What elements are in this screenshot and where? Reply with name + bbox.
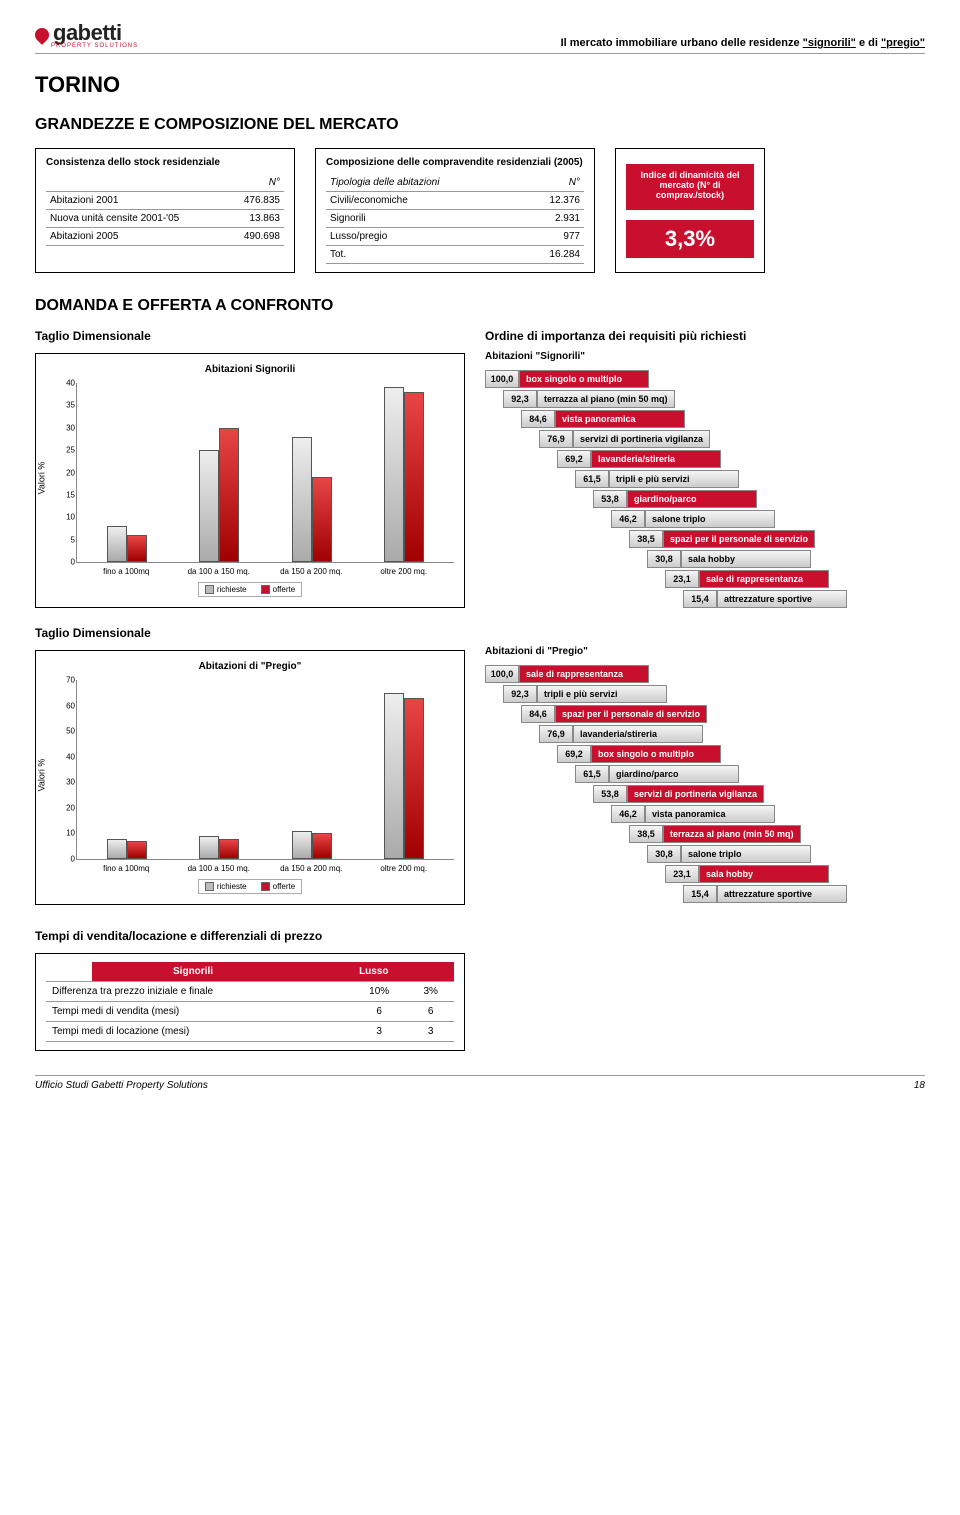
ladder-label: sale di rappresentanza bbox=[519, 665, 649, 683]
ladder-value: 84,6 bbox=[521, 410, 555, 428]
panel-composition: Composizione delle compravendite residen… bbox=[315, 148, 595, 273]
stock-table: N° bbox=[46, 174, 284, 192]
logo: gabetti PROPERTY SOLUTIONS bbox=[35, 20, 138, 49]
ladder-heading: Ordine di importanza dei requisiti più r… bbox=[485, 329, 925, 343]
ladder-value: 23,1 bbox=[665, 865, 699, 883]
ladder-value: 46,2 bbox=[611, 805, 645, 823]
index-value: 3,3% bbox=[665, 226, 715, 251]
panel-tempi: Signorili Lusso Differenza tra prezzo in… bbox=[35, 953, 465, 1051]
panel-composition-title: Composizione delle compravendite residen… bbox=[326, 157, 584, 168]
ladder-label: tripli e più servizi bbox=[537, 685, 667, 703]
page-footer: Ufficio Studi Gabetti Property Solutions… bbox=[35, 1075, 925, 1091]
ladder-value: 53,8 bbox=[593, 490, 627, 508]
ladder-value: 15,4 bbox=[683, 885, 717, 903]
ladder-label: terrazza al piano (min 50 mq) bbox=[537, 390, 675, 408]
ladder2-title: Abitazioni di "Pregio" bbox=[485, 646, 925, 657]
chart-pregio: Abitazioni di "Pregio" Valori % 01020304… bbox=[35, 650, 465, 905]
bar-offerte bbox=[127, 535, 147, 562]
page-header: gabetti PROPERTY SOLUTIONS Il mercato im… bbox=[35, 20, 925, 54]
ladder-label: salone triplo bbox=[645, 510, 775, 528]
ladder-label: giardino/parco bbox=[609, 765, 739, 783]
bar-richieste bbox=[292, 831, 312, 859]
ladder-label: salone triplo bbox=[681, 845, 811, 863]
ladder-value: 61,5 bbox=[575, 470, 609, 488]
ladder-value: 76,9 bbox=[539, 430, 573, 448]
ladder-label: sala hobby bbox=[699, 865, 829, 883]
ladder-value: 15,4 bbox=[683, 590, 717, 608]
bar-offerte bbox=[404, 698, 424, 859]
city-heading: TORINO bbox=[35, 72, 925, 98]
bar-richieste bbox=[199, 450, 219, 562]
ladder-value: 38,5 bbox=[629, 530, 663, 548]
taglio-heading-1: Taglio Dimensionale bbox=[35, 329, 465, 343]
ladder-label: box singolo o multiplo bbox=[519, 370, 649, 388]
ladder-value: 100,0 bbox=[485, 665, 519, 683]
bar-offerte bbox=[127, 841, 147, 859]
bar-richieste bbox=[107, 526, 127, 562]
ladder-label: servizi di portineria vigilanza bbox=[627, 785, 764, 803]
bar-richieste bbox=[384, 693, 404, 859]
ladder-value: 92,3 bbox=[503, 685, 537, 703]
ladder-pregio: 100,0sale di rappresentanza 92,3tripli e … bbox=[485, 665, 925, 903]
bar-richieste bbox=[292, 437, 312, 562]
footer-left: Ufficio Studi Gabetti Property Solutions bbox=[35, 1080, 208, 1091]
taglio-heading-2: Taglio Dimensionale bbox=[35, 626, 465, 640]
ladder-label: lavanderia/stireria bbox=[573, 725, 703, 743]
ladder-label: lavanderia/stireria bbox=[591, 450, 721, 468]
ladder-label: servizi di portineria vigilanza bbox=[573, 430, 710, 448]
footer-page-number: 18 bbox=[914, 1080, 925, 1091]
ladder-label: attrezzature sportive bbox=[717, 885, 847, 903]
logo-subtitle: PROPERTY SOLUTIONS bbox=[51, 43, 138, 49]
ladder-value: 84,6 bbox=[521, 705, 555, 723]
document-title: Il mercato immobiliare urbano delle resi… bbox=[561, 37, 925, 49]
ladder-value: 38,5 bbox=[629, 825, 663, 843]
bar-offerte bbox=[312, 833, 332, 859]
ladder-value: 69,2 bbox=[557, 745, 591, 763]
bar-offerte bbox=[312, 477, 332, 562]
chart-signorili: Abitazioni Signorili Valori % 0510152025… bbox=[35, 353, 465, 608]
ladder-value: 30,8 bbox=[647, 550, 681, 568]
ladder-label: box singolo o multiplo bbox=[591, 745, 721, 763]
tempi-table: Signorili Lusso bbox=[46, 962, 454, 982]
ladder-label: vista panoramica bbox=[555, 410, 685, 428]
ladder-label: vista panoramica bbox=[645, 805, 775, 823]
chart-legend: richieste offerte bbox=[198, 582, 302, 597]
ladder-label: terrazza al piano (min 50 mq) bbox=[663, 825, 801, 843]
section2-heading: DOMANDA E OFFERTA A CONFRONTO bbox=[35, 297, 925, 315]
ladder-value: 100,0 bbox=[485, 370, 519, 388]
ladder-label: tripli e più servizi bbox=[609, 470, 739, 488]
ladder-value: 69,2 bbox=[557, 450, 591, 468]
panel-stock-title: Consistenza dello stock residenziale bbox=[46, 157, 284, 168]
ladder-value: 61,5 bbox=[575, 765, 609, 783]
panel-index: Indice di dinamicità del mercato (N° di … bbox=[615, 148, 765, 273]
section3-heading: Tempi di vendita/locazione e differenzia… bbox=[35, 929, 465, 943]
composition-table: Tipologia delle abitazioniN° bbox=[326, 174, 584, 192]
bar-offerte bbox=[219, 428, 239, 562]
ladder-label: giardino/parco bbox=[627, 490, 757, 508]
ladder-value: 76,9 bbox=[539, 725, 573, 743]
ladder-value: 23,1 bbox=[665, 570, 699, 588]
ladder-value: 46,2 bbox=[611, 510, 645, 528]
ladder-value: 30,8 bbox=[647, 845, 681, 863]
ladder-value: 53,8 bbox=[593, 785, 627, 803]
section1-heading: GRANDEZZE E COMPOSIZIONE DEL MERCATO bbox=[35, 116, 925, 134]
bar-richieste bbox=[199, 836, 219, 859]
ladder-label: sala hobby bbox=[681, 550, 811, 568]
ladder-label: sale di rappresentanza bbox=[699, 570, 829, 588]
bar-richieste bbox=[384, 387, 404, 562]
ladder-value: 92,3 bbox=[503, 390, 537, 408]
ladder1-title: Abitazioni "Signorili" bbox=[485, 351, 925, 362]
chart-legend-2: richieste offerte bbox=[198, 879, 302, 894]
bar-offerte bbox=[219, 839, 239, 859]
ladder-label: spazi per il personale di servizio bbox=[555, 705, 707, 723]
bar-richieste bbox=[107, 839, 127, 859]
logo-icon bbox=[32, 25, 52, 45]
panel-stock: Consistenza dello stock residenziale N° … bbox=[35, 148, 295, 273]
ladder-signorili: 100,0box singolo o multiplo 92,3terrazza … bbox=[485, 370, 925, 608]
ladder-label: attrezzature sportive bbox=[717, 590, 847, 608]
index-label: Indice di dinamicità del mercato (N° di … bbox=[636, 170, 744, 200]
bar-offerte bbox=[404, 392, 424, 562]
ladder-label: spazi per il personale di servizio bbox=[663, 530, 815, 548]
